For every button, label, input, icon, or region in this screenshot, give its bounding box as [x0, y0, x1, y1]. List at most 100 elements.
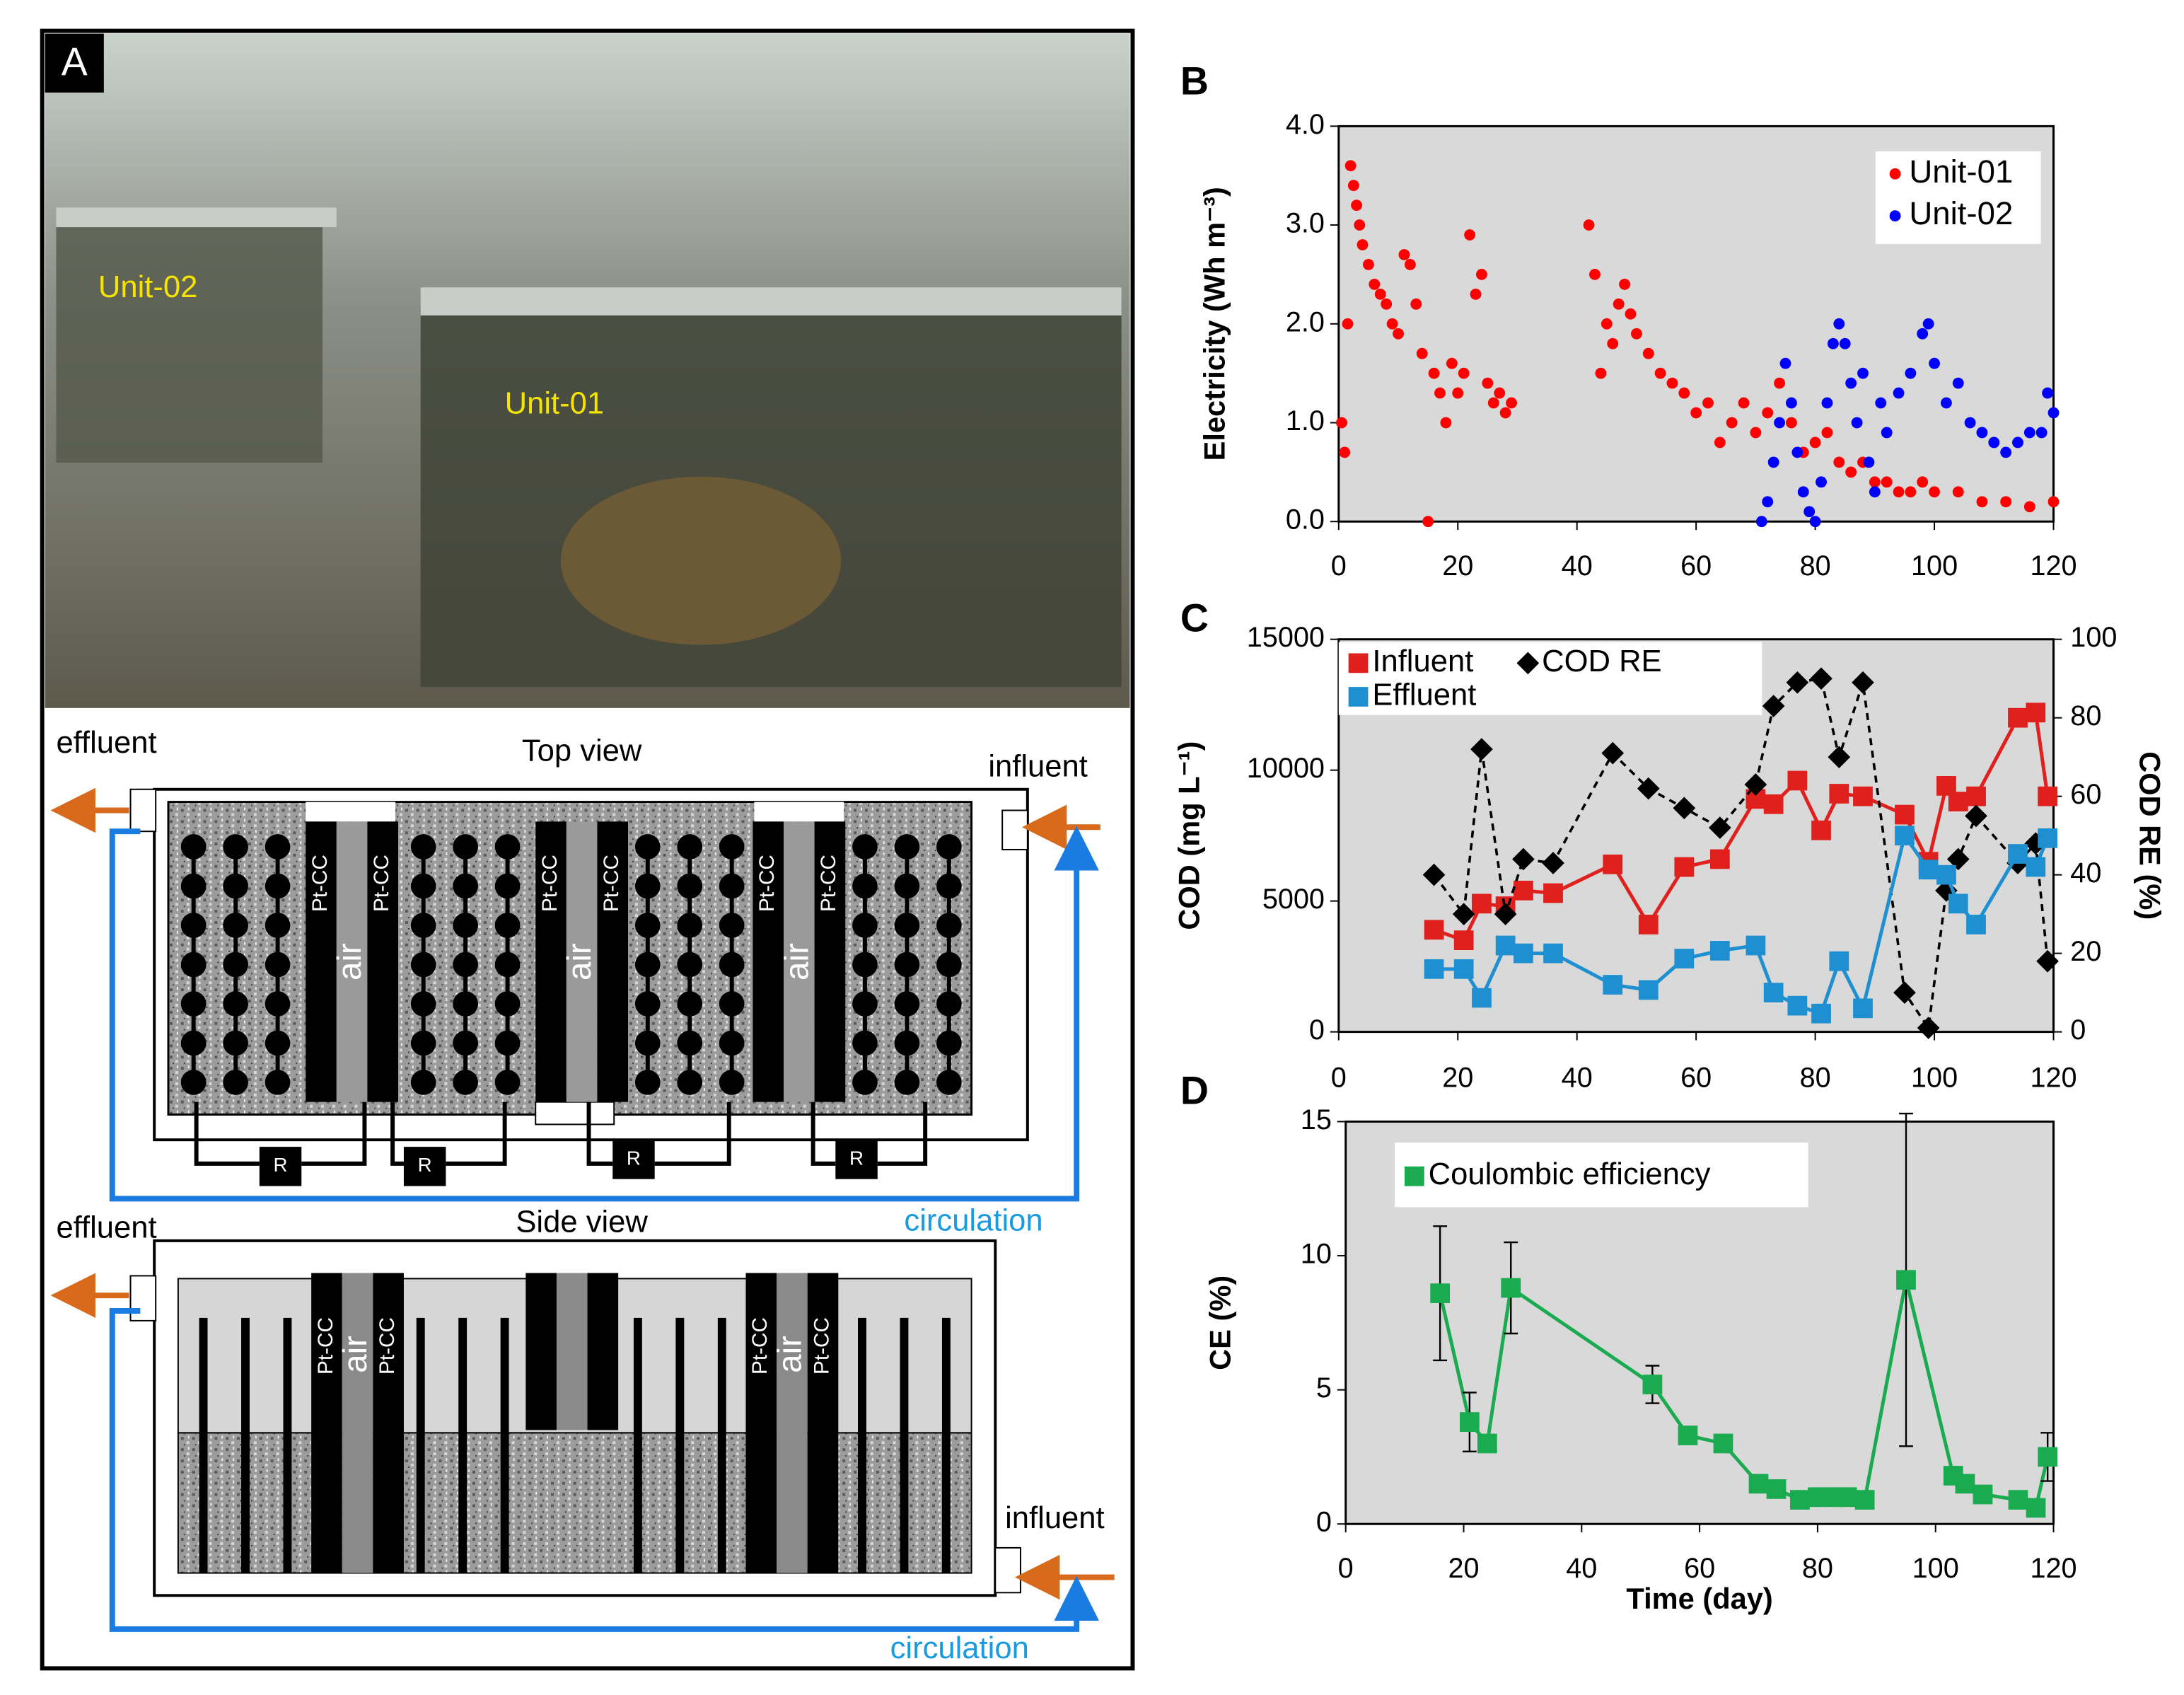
anode-rod	[941, 1317, 951, 1573]
marker	[1642, 1375, 1663, 1394]
legend-marker	[1404, 1166, 1424, 1186]
diagram-label: Pt-CC	[810, 1317, 833, 1375]
circulation-path	[109, 1308, 1099, 1632]
marker	[2008, 1490, 2028, 1510]
anode-brush	[180, 834, 207, 860]
diagram-label: Pt-CC	[376, 1317, 399, 1375]
anode-brush	[719, 873, 745, 899]
marker	[1459, 1412, 1480, 1433]
x-tick-label: 40	[1566, 1553, 1597, 1584]
port	[129, 788, 157, 833]
anode-brush	[936, 873, 962, 899]
point	[1362, 259, 1374, 270]
marker	[1837, 1487, 1857, 1508]
y2-tick-label: 0	[2070, 1014, 2086, 1046]
point	[1386, 318, 1398, 330]
point	[1398, 249, 1410, 260]
point	[1499, 407, 1511, 419]
wire	[586, 1101, 613, 1166]
marker	[1786, 671, 1809, 694]
marker	[1542, 852, 1564, 874]
point	[1434, 387, 1446, 399]
marker	[1973, 1484, 1993, 1505]
marker	[1948, 893, 1968, 914]
anode-brush	[634, 834, 661, 860]
point	[1374, 288, 1386, 300]
cathode	[597, 821, 629, 1102]
anode-brush	[180, 951, 207, 978]
tank-lid	[56, 207, 337, 228]
cathode	[535, 821, 567, 1102]
diagram-label: air	[337, 1336, 374, 1373]
y2-tick-label: 20	[2070, 936, 2101, 967]
anode-rod	[675, 1317, 685, 1573]
point	[1347, 180, 1359, 192]
marker	[1854, 1490, 1875, 1510]
point	[1863, 456, 1875, 468]
marker	[1673, 797, 1696, 820]
diagram-label: air	[561, 943, 598, 980]
anode-brush	[265, 913, 291, 938]
point	[1464, 229, 1476, 241]
marker	[1472, 988, 1492, 1008]
anode-brush	[852, 913, 878, 938]
point	[1816, 476, 1827, 488]
point	[2023, 427, 2035, 439]
legend-marker	[1889, 210, 1901, 222]
anode-brush	[894, 1070, 920, 1095]
point	[1750, 427, 1762, 439]
point	[1595, 367, 1607, 379]
diagram-label: Pt-CC	[538, 855, 562, 912]
point	[1803, 506, 1816, 518]
marker	[1893, 981, 1916, 1004]
legend-label: Unit-01	[1909, 154, 2013, 190]
anode-brush	[410, 1070, 436, 1095]
anode-brush	[494, 1030, 521, 1056]
anode-brush	[894, 991, 920, 1017]
anode-brush	[223, 1070, 248, 1095]
anode-brush	[936, 951, 962, 978]
marker	[1472, 893, 1492, 914]
marker	[1453, 930, 1474, 951]
marker	[1638, 915, 1659, 935]
x-tick-label: 40	[1562, 1062, 1593, 1093]
resistor	[835, 1140, 878, 1179]
point	[1881, 427, 1893, 439]
anode-brush	[894, 951, 920, 978]
anode-brush	[719, 1030, 745, 1056]
x-tick-label: 60	[1680, 550, 1712, 582]
legend-label: Unit-02	[1909, 195, 2013, 231]
marker	[1918, 860, 1939, 880]
wire	[301, 1101, 367, 1166]
point	[2035, 427, 2047, 439]
point	[1929, 486, 1940, 498]
diagram-label: R	[274, 1154, 288, 1176]
label-box	[45, 33, 104, 93]
x-tick-label: 120	[2030, 550, 2076, 582]
diagram-label: R	[627, 1147, 641, 1169]
marker	[2038, 1447, 2058, 1467]
anode-brush	[852, 951, 878, 978]
anode-brush	[410, 834, 436, 860]
anode-brush	[894, 913, 920, 938]
x-tick-label: 60	[1684, 1553, 1715, 1584]
marker	[1808, 1487, 1828, 1508]
anode-rod	[241, 1317, 250, 1573]
point	[1440, 417, 1452, 429]
tank-lid	[420, 287, 1122, 316]
anode-brush	[634, 991, 661, 1017]
marker	[1948, 792, 1968, 811]
anode-brush	[453, 1030, 478, 1056]
point	[1774, 377, 1786, 389]
x-tick-label: 0	[1338, 1553, 1354, 1584]
anode-brush	[410, 913, 436, 938]
marker	[1748, 1474, 1769, 1494]
y-tick-label: 10000	[1247, 753, 1325, 784]
point	[1869, 486, 1881, 498]
x-tick-label: 120	[2030, 1553, 2076, 1584]
legend-label: Effluent	[1372, 678, 1476, 712]
diagram-title: Top view	[522, 734, 642, 768]
point	[1857, 367, 1869, 379]
anode-brush	[677, 1070, 703, 1095]
